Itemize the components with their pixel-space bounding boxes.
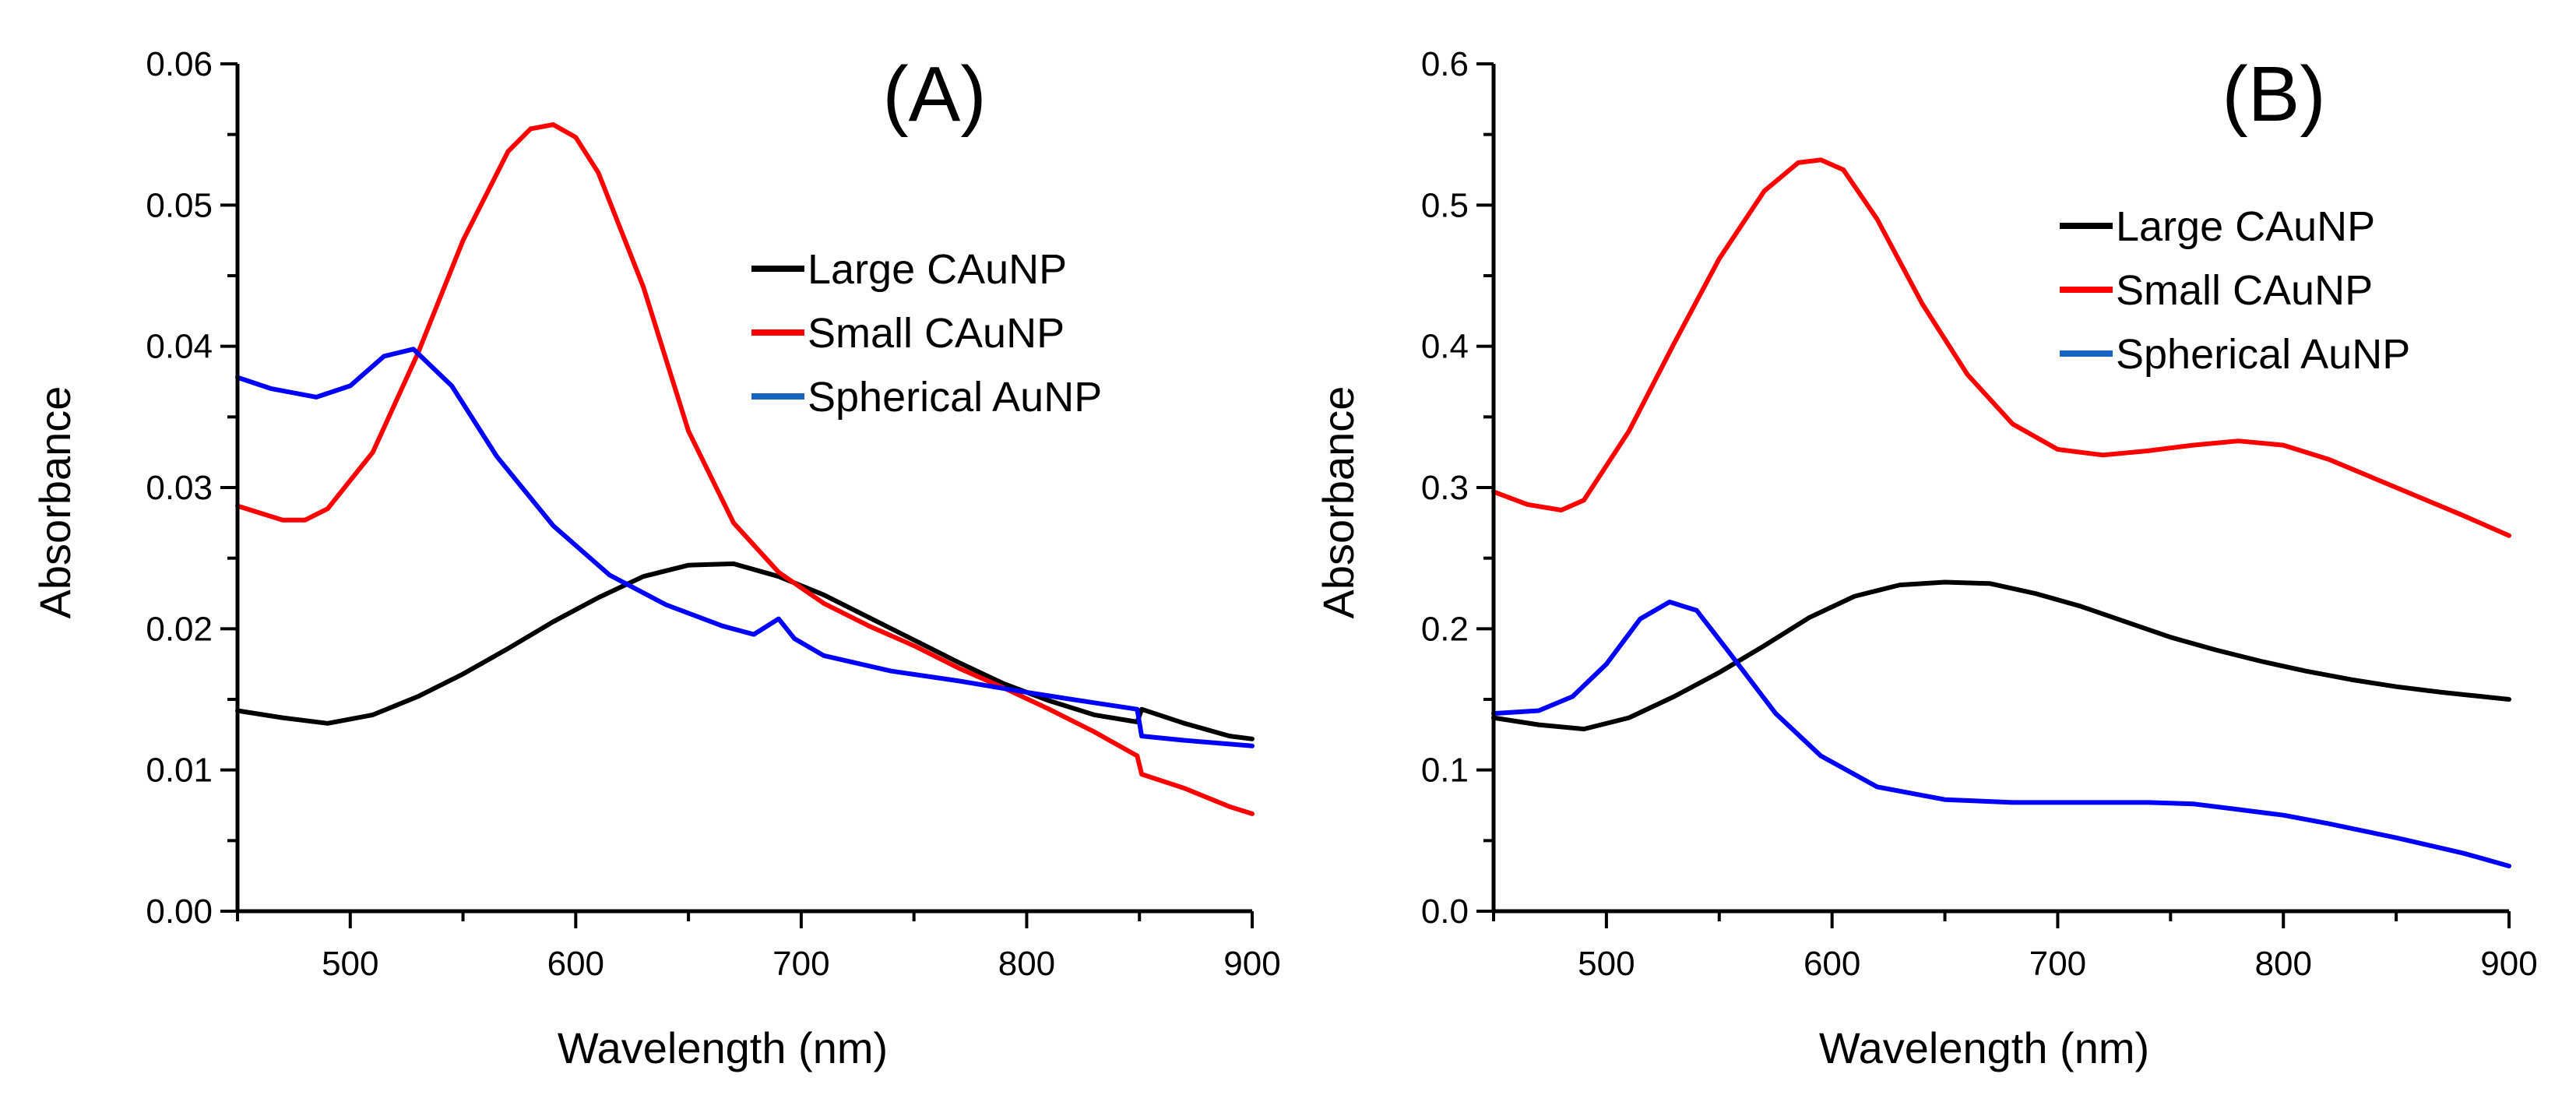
legend-label: Small CAuNP: [2116, 267, 2373, 314]
x-axis-title: Wavelength (nm): [1819, 1023, 2149, 1072]
x-tick-label: 500: [1578, 945, 1635, 983]
y-tick-label: 0.02: [146, 610, 213, 648]
y-tick-label: 0.03: [146, 469, 213, 507]
axes-layer: [1476, 62, 2511, 928]
y-axis-title: Absorbance: [1314, 386, 1363, 619]
legend: Large CAuNP Small CAuNP Spherical AuNP: [2060, 203, 2410, 378]
series-line-spherical-aunp: [1491, 599, 2511, 868]
series-line-spherical-aunp: [235, 347, 1255, 748]
x-axis-title: Wavelength (nm): [558, 1023, 888, 1072]
y-tick-label: 0.5: [1421, 186, 1469, 224]
legend-label: Spherical AuNP: [2116, 331, 2410, 378]
y-tick-label: 0.3: [1421, 469, 1469, 507]
y-tick-label: 0.1: [1421, 752, 1469, 790]
x-tick-label: 700: [2029, 945, 2086, 983]
legend-label: Spherical AuNP: [808, 374, 1102, 421]
legend-label: Small CAuNP: [808, 310, 1065, 357]
chart-panel-a: 0.00 0.01 0.02 0.03 0.04 0.05 0.06 500 600 700 800…: [30, 45, 1281, 1072]
series-line-small-caunp: [235, 122, 1255, 816]
x-tick-label: 600: [1804, 945, 1860, 983]
series-layer: [1491, 157, 2511, 868]
y-tick-label: 0.4: [1421, 328, 1469, 366]
x-tick-label: 800: [998, 945, 1055, 983]
axes-layer: [220, 62, 1254, 928]
legend: Large CAuNP Small CAuNP Spherical AuNP: [751, 246, 1102, 421]
y-tick-label: 0.06: [146, 45, 213, 83]
x-tick-label: 900: [2480, 945, 2537, 983]
series-line-large-caunp: [1491, 579, 2511, 732]
x-tick-label: 500: [322, 945, 378, 983]
series-line-small-caunp: [1491, 157, 2511, 538]
tick-label-layer: 0.00 0.01 0.02 0.03 0.04 0.05 0.06 500 600 700 800…: [146, 45, 1280, 983]
series-layer: [235, 122, 1255, 816]
legend-label: Large CAuNP: [808, 246, 1067, 293]
y-axis-title: Absorbance: [30, 386, 79, 619]
y-tick-label: 0.00: [146, 893, 213, 931]
x-tick-label: 700: [772, 945, 829, 983]
y-tick-label: 0.04: [146, 328, 213, 366]
y-tick-label: 0.05: [146, 186, 213, 224]
series-line-large-caunp: [235, 561, 1255, 741]
x-tick-label: 600: [547, 945, 604, 983]
legend-label: Large CAuNP: [2116, 203, 2375, 250]
y-tick-label: 0.0: [1421, 893, 1469, 931]
x-tick-label: 900: [1223, 945, 1280, 983]
chart-panel-b: 0.0 0.1 0.2 0.3 0.4 0.5 0.6 500 600 700 800 900 (B)…: [1314, 45, 2538, 1072]
panel-label: (A): [882, 51, 986, 138]
panel-label: (B): [2222, 51, 2325, 138]
tick-label-layer: 0.0 0.1 0.2 0.3 0.4 0.5 0.6 500 600 700 800 900: [1421, 45, 2538, 983]
y-tick-label: 0.6: [1421, 45, 1469, 83]
y-tick-label: 0.01: [146, 752, 213, 790]
y-tick-label: 0.2: [1421, 610, 1469, 648]
x-tick-label: 800: [2255, 945, 2312, 983]
